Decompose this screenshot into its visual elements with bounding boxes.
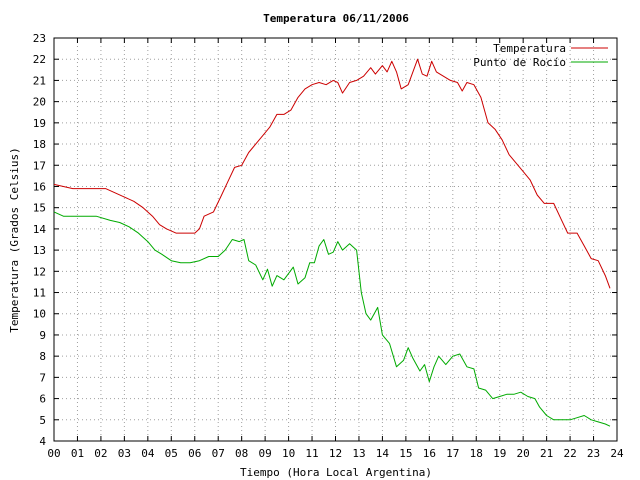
x-tick-label: 21	[540, 447, 553, 460]
y-tick-label: 23	[33, 32, 46, 45]
y-axis-label: Temperatura (Grados Celsius)	[8, 147, 21, 332]
y-tick-label: 6	[39, 393, 46, 406]
x-tick-label: 03	[118, 447, 131, 460]
y-tick-label: 16	[33, 180, 46, 193]
x-tick-label: 05	[165, 447, 178, 460]
x-tick-label: 07	[212, 447, 225, 460]
y-tick-label: 13	[33, 244, 46, 257]
x-tick-label: 24	[610, 447, 624, 460]
y-tick-label: 14	[33, 223, 47, 236]
x-tick-label: 06	[188, 447, 201, 460]
x-tick-label: 12	[329, 447, 342, 460]
x-axis-label: Tiempo (Hora Local Argentina)	[240, 466, 432, 479]
series-line-0	[53, 58, 611, 289]
y-tick-label: 11	[33, 287, 46, 300]
x-tick-label: 00	[47, 447, 60, 460]
x-tick-label: 17	[446, 447, 459, 460]
y-tick-label: 9	[39, 329, 46, 342]
y-tick-label: 5	[39, 414, 46, 427]
x-tick-label: 08	[235, 447, 248, 460]
y-tick-label: 15	[33, 202, 46, 215]
x-tick-label: 14	[376, 447, 390, 460]
x-tick-label: 02	[94, 447, 107, 460]
y-tick-label: 4	[39, 435, 46, 448]
legend-label: Punto de Rocío	[473, 56, 566, 69]
x-tick-label: 19	[493, 447, 506, 460]
y-tick-label: 7	[39, 371, 46, 384]
x-tick-label: 13	[352, 447, 365, 460]
x-tick-label: 23	[587, 447, 600, 460]
x-tick-label: 11	[305, 447, 318, 460]
x-tick-label: 09	[259, 447, 272, 460]
y-tick-label: 22	[33, 53, 46, 66]
axis-ticks: 00 01 02 03 04 05 06 07 08 09 10 11 12 13 14 15 16 17 18 19…	[33, 32, 624, 460]
x-tick-label: 16	[423, 447, 436, 460]
y-tick-label: 20	[33, 96, 46, 109]
legend-label: Temperatura	[493, 42, 566, 55]
x-tick-label: 18	[470, 447, 483, 460]
x-tick-label: 04	[141, 447, 155, 460]
x-tick-label: 15	[399, 447, 412, 460]
y-tick-label: 18	[33, 138, 46, 151]
y-tick-label: 19	[33, 117, 46, 130]
x-tick-label: 10	[282, 447, 295, 460]
chart-title: Temperatura 06/11/2006	[263, 12, 409, 25]
y-tick-label: 8	[39, 350, 46, 363]
series-line-1	[53, 211, 611, 427]
grid	[54, 38, 617, 441]
x-tick-label: 01	[71, 447, 84, 460]
x-tick-label: 20	[517, 447, 530, 460]
x-tick-label: 22	[563, 447, 576, 460]
y-tick-label: 12	[33, 265, 46, 278]
y-tick-label: 17	[33, 159, 46, 172]
y-tick-label: 21	[33, 74, 46, 87]
series-layer	[53, 58, 611, 427]
y-tick-label: 10	[33, 308, 46, 321]
